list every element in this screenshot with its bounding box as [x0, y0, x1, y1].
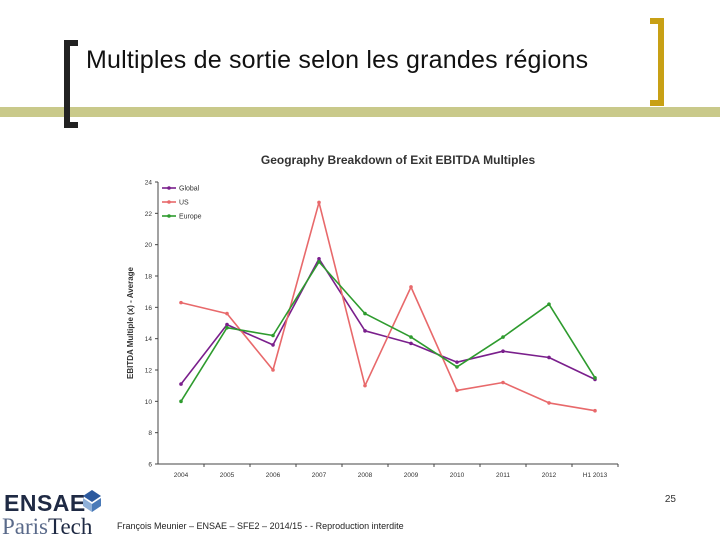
- line-chart: Geography Breakdown of Exit EBITDA Multi…: [126, 153, 619, 479]
- data-point-global: [409, 341, 413, 346]
- y-tick-label: 18: [145, 274, 153, 281]
- series-line-us: [180, 201, 596, 412]
- page-number: 25: [664, 494, 676, 505]
- right-bracket-decoration: [650, 18, 664, 106]
- data-point-europe: [593, 376, 597, 380]
- ensae-paristech-logo: ENSAE ParisTech: [0, 488, 110, 540]
- slide-title: Multiples de sortie selon les grandes ré…: [86, 46, 589, 74]
- data-point-global: [547, 355, 551, 360]
- data-point-us: [455, 388, 459, 393]
- x-tick-label: 2007: [312, 472, 327, 479]
- series-line-europe: [180, 261, 596, 402]
- data-point-global: [363, 329, 367, 333]
- x-tick-label: H1 2013: [583, 472, 608, 479]
- data-point-europe: [501, 335, 505, 339]
- footer-text: François Meunier – ENSAE – SFE2 – 2014/1…: [117, 521, 404, 531]
- legend-label-us: US: [179, 200, 189, 207]
- logo-emblem-icon: [83, 490, 101, 512]
- y-tick-label: 8: [148, 430, 152, 437]
- y-tick-label: 22: [145, 211, 153, 218]
- logo-ensae-text: ENSAE: [4, 490, 86, 516]
- legend-label-global: Global: [179, 186, 200, 193]
- data-point-us: [547, 401, 551, 405]
- data-point-global: [271, 343, 275, 347]
- y-axis-label: EBITDA Multiple (x) - Average: [126, 266, 135, 379]
- x-tick-label: 2008: [358, 472, 373, 479]
- data-point-us: [271, 368, 275, 372]
- data-point-us: [225, 311, 229, 316]
- x-tick-label: 2005: [220, 472, 235, 479]
- legend-marker-europe: [167, 214, 171, 218]
- x-tick-label: 2004: [174, 472, 189, 479]
- y-tick-label: 12: [145, 368, 153, 375]
- x-tick-label: 2006: [266, 472, 281, 479]
- y-tick-label: 20: [145, 242, 153, 249]
- data-point-europe: [317, 260, 321, 264]
- data-point-us: [409, 285, 413, 289]
- data-point-europe: [271, 333, 275, 338]
- legend: Global US Europe: [162, 186, 202, 221]
- data-point-europe: [409, 335, 413, 339]
- data-point-global: [501, 349, 505, 353]
- y-tick-label: 10: [145, 399, 153, 406]
- data-point-europe: [547, 302, 551, 306]
- legend-marker-us: [167, 200, 171, 204]
- data-point-us: [501, 380, 505, 385]
- data-point-global: [225, 322, 229, 327]
- y-tick-label: 24: [145, 180, 153, 187]
- data-point-us: [317, 200, 321, 205]
- legend-marker-global: [167, 186, 171, 190]
- data-point-europe: [363, 311, 367, 316]
- data-point-europe: [225, 325, 229, 330]
- logo-paristech-text: ParisTech: [2, 514, 92, 540]
- data-point-europe: [455, 365, 459, 369]
- series-line-global: [180, 258, 596, 385]
- x-tick-label: 2009: [404, 472, 419, 479]
- data-point-global: [455, 360, 459, 364]
- data-point-us: [363, 383, 367, 388]
- data-point-us: [593, 408, 597, 413]
- title-underline-band: [0, 107, 720, 117]
- logo-paris-text: Paris: [2, 514, 48, 539]
- left-bracket-decoration: [64, 40, 78, 128]
- data-point-us: [179, 300, 183, 305]
- data-point-global: [179, 382, 183, 386]
- data-point-global: [317, 256, 321, 261]
- x-tick-label: 2012: [542, 472, 557, 479]
- x-tick-label: 2010: [450, 472, 465, 479]
- chart-title: Geography Breakdown of Exit EBITDA Multi…: [261, 153, 536, 167]
- chart-container: Geography Breakdown of Exit EBITDA Multi…: [120, 145, 630, 490]
- y-tick-label: 16: [145, 305, 153, 312]
- x-tick-label: 2011: [496, 472, 510, 479]
- y-tick-label: 6: [148, 462, 152, 469]
- data-point-europe: [179, 399, 183, 404]
- logo-tech-text: Tech: [48, 514, 93, 539]
- legend-label-europe: Europe: [179, 214, 202, 221]
- y-tick-label: 14: [145, 336, 153, 343]
